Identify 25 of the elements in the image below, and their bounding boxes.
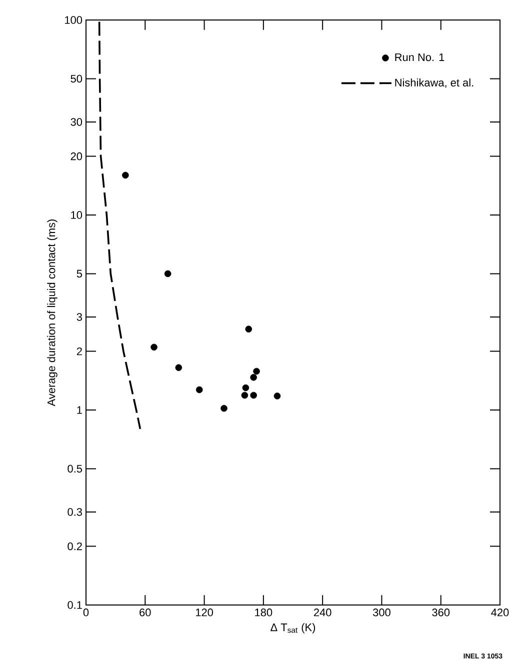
legend-label: Run No. 1 [395, 53, 444, 62]
x-tick-label: 60 [140, 608, 151, 616]
y-tick-label: 20 [70, 152, 82, 160]
y-tick-label: 50 [70, 74, 82, 83]
y-tick-label: 0.2 [68, 542, 82, 550]
y-tick-label: 0.5 [68, 464, 82, 473]
y-tick-label: 1 [77, 406, 82, 414]
y-tick-label: 100 [65, 16, 82, 24]
x-tick-label: 240 [314, 608, 332, 616]
y-tick-label: 0.1 [68, 601, 82, 609]
x-tick-label: 0 [83, 608, 89, 616]
x-tick-label: 420 [491, 608, 509, 616]
x-tick-label: 180 [255, 608, 272, 616]
y-tick-label: 0.3 [68, 508, 82, 516]
legend-label: Nishikawa, et al. [395, 78, 474, 88]
x-tick-label: 120 [196, 608, 213, 616]
x-tick-label: 300 [373, 608, 390, 616]
x-tick-label: 360 [432, 608, 450, 616]
y-axis-title: Average duration of liquid contact (ms) [47, 220, 58, 406]
y-tick-label: 5 [76, 270, 82, 278]
y-tick-label: 10 [71, 211, 82, 219]
y-tick-label: 30 [70, 118, 82, 126]
y-tick-label: 3 [76, 313, 82, 321]
x-axis-title: Δ T$_{sat}$ (K) [270, 623, 316, 634]
y-tick-label: 2 [76, 347, 82, 356]
